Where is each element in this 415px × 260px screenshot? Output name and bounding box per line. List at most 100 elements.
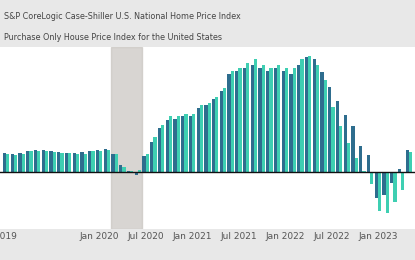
Bar — [293, 68, 296, 172]
Bar — [277, 65, 281, 172]
Bar — [401, 172, 404, 190]
Bar — [269, 68, 273, 172]
Bar — [251, 65, 254, 172]
Bar — [53, 152, 56, 172]
Bar — [96, 150, 99, 172]
Bar — [231, 71, 234, 172]
Bar — [409, 152, 412, 172]
Bar — [91, 151, 95, 172]
Bar — [107, 150, 110, 172]
Bar — [398, 169, 401, 172]
Bar — [312, 59, 316, 172]
Bar — [197, 108, 200, 172]
Bar — [42, 150, 45, 172]
Bar — [115, 154, 118, 172]
Bar — [297, 65, 300, 172]
Bar — [122, 167, 126, 172]
Bar — [119, 165, 122, 172]
Bar — [192, 114, 195, 172]
Bar — [184, 114, 188, 172]
Bar — [161, 125, 164, 172]
Bar — [300, 59, 304, 172]
Bar — [61, 153, 63, 172]
Bar — [324, 80, 327, 172]
Bar — [354, 158, 358, 172]
Text: Purchase Only House Price Index for the United States: Purchase Only House Price Index for the … — [4, 33, 222, 42]
Bar — [73, 153, 76, 172]
Bar — [347, 144, 350, 172]
Bar — [254, 59, 257, 172]
Bar — [26, 151, 29, 172]
Bar — [88, 151, 91, 172]
Bar — [104, 149, 107, 172]
Bar — [130, 171, 133, 172]
Bar — [200, 105, 203, 172]
Bar — [176, 116, 180, 172]
Bar — [328, 87, 332, 172]
Bar — [352, 126, 354, 172]
Bar — [127, 171, 130, 172]
Bar — [259, 68, 262, 172]
Bar — [246, 63, 249, 172]
Bar — [405, 150, 409, 172]
Bar — [262, 65, 265, 172]
Bar — [220, 91, 223, 172]
Bar — [308, 56, 311, 172]
Bar — [336, 101, 339, 172]
Bar — [305, 57, 308, 172]
Bar — [390, 172, 393, 183]
Bar — [57, 152, 61, 172]
Bar — [344, 115, 347, 172]
Bar — [6, 154, 10, 172]
Bar — [68, 153, 71, 172]
Bar — [212, 99, 215, 172]
Bar — [282, 71, 285, 172]
Bar — [169, 116, 172, 172]
Bar — [111, 154, 115, 172]
Bar — [378, 172, 381, 211]
Bar — [22, 154, 25, 172]
Bar — [227, 74, 231, 172]
Bar — [235, 71, 239, 172]
Bar — [274, 68, 277, 172]
Bar — [181, 116, 184, 172]
Bar — [37, 151, 40, 172]
Bar — [204, 105, 208, 172]
Bar — [243, 68, 246, 172]
Bar — [339, 126, 342, 172]
Bar — [370, 172, 374, 184]
Bar — [142, 156, 146, 172]
Bar — [189, 116, 192, 172]
Bar — [285, 68, 288, 172]
Bar — [11, 154, 14, 172]
Bar — [316, 65, 319, 172]
Bar — [166, 120, 169, 172]
Bar — [375, 172, 378, 198]
Bar — [208, 102, 211, 172]
Text: S&P CoreLogic Case-Shiller U.S. National Home Price Index: S&P CoreLogic Case-Shiller U.S. National… — [4, 12, 241, 21]
Bar — [320, 72, 324, 172]
Bar — [359, 146, 362, 172]
Bar — [111, 47, 142, 229]
Bar — [138, 170, 141, 172]
Bar — [99, 151, 103, 172]
Bar — [14, 155, 17, 172]
Bar — [29, 151, 33, 172]
Bar — [65, 153, 68, 172]
Bar — [382, 172, 386, 195]
Bar — [239, 68, 242, 172]
Bar — [158, 128, 161, 172]
Bar — [289, 74, 293, 172]
Bar — [266, 71, 269, 172]
Bar — [76, 154, 79, 172]
Bar — [45, 151, 48, 172]
Bar — [215, 97, 218, 172]
Bar — [367, 155, 370, 172]
Bar — [18, 153, 22, 172]
Bar — [153, 137, 156, 172]
Bar — [223, 88, 226, 172]
Bar — [34, 150, 37, 172]
Bar — [332, 107, 334, 172]
Bar — [81, 152, 83, 172]
Bar — [386, 172, 389, 213]
